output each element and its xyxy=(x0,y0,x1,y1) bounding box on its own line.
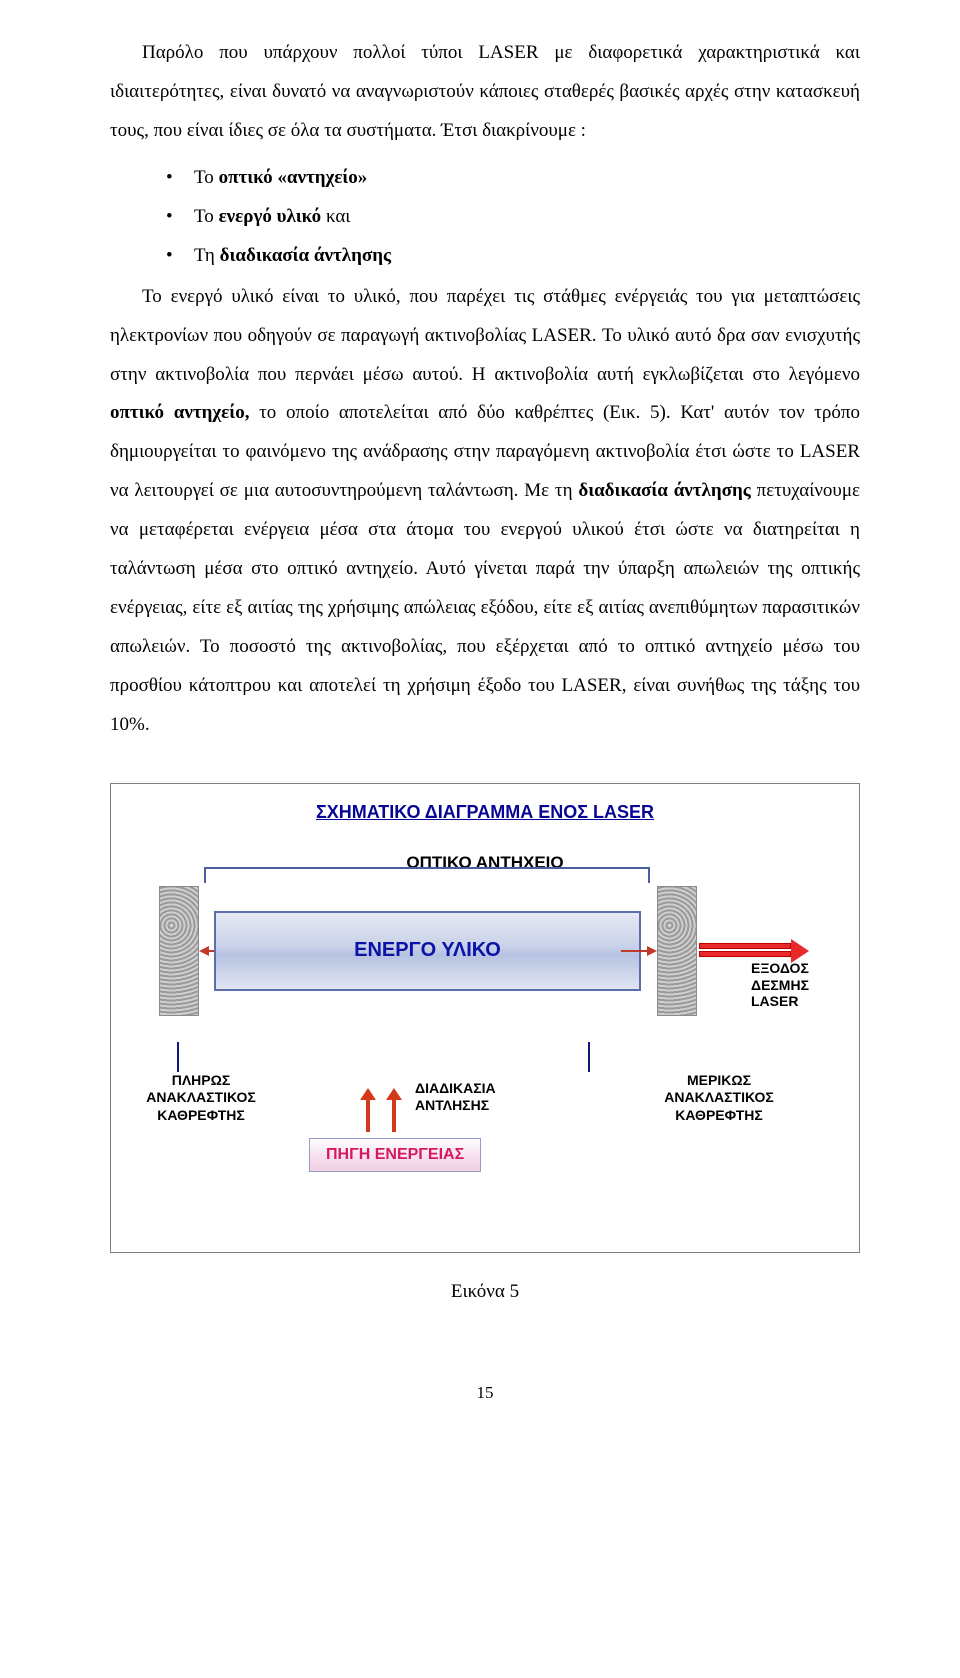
active-medium: ΕΝΕΡΓΟ ΥΛΙΚΟ xyxy=(214,911,641,991)
left-mirror xyxy=(159,886,199,1016)
lm3: ΚΑΘΡΕΦΤΗΣ xyxy=(157,1107,245,1123)
figure-caption: Εικόνα 5 xyxy=(110,1281,860,1303)
out2: ΔΕΣΜΗΣ xyxy=(751,977,809,993)
bullet3-pre: Τη xyxy=(194,245,220,266)
beam-line-1 xyxy=(699,943,791,949)
rm3: ΚΑΘΡΕΦΤΗΣ xyxy=(675,1107,763,1123)
paragraph-body: Το ενεργό υλικό είναι το υλικό, που παρέ… xyxy=(110,278,860,745)
p2d: διαδικασία άντλησης xyxy=(578,480,750,501)
beam-line-2 xyxy=(699,951,791,957)
lm2: ΑΝΑΚΛΑΣΤΙΚΟΣ xyxy=(146,1089,256,1105)
p2b: οπτικό αντηχείο, xyxy=(110,402,249,423)
p2e: πετυχαίνουμε να μεταφέρεται ενέργεια μέσ… xyxy=(110,480,860,735)
bullet2-bold: ενεργό υλικό xyxy=(219,206,322,227)
right-mirror-label: ΜΕΡΙΚΩΣ ΑΝΑΚΛΑΣΤΙΚΟΣ ΚΑΘΡΕΦΤΗΣ xyxy=(655,1072,783,1125)
right-mirror xyxy=(657,886,697,1016)
diagram-title: ΣΧΗΜΑΤΙΚΟ ΔΙΑΓΡΑΜΜΑ ΕΝΟΣ LASER xyxy=(137,802,833,823)
bullet1-bold: οπτικό «αντηχείο» xyxy=(219,167,368,188)
out1: ΕΞΟΔΟΣ xyxy=(751,960,809,976)
bullet-item-3: Τη διαδικασία άντλησης xyxy=(166,237,860,276)
pump-label: ΔΙΑΔΙΚΑΣΙΑ ΑΝΤΛΗΣΗΣ xyxy=(415,1080,496,1115)
output-label: ΕΞΟΔΟΣ ΔΕΣΜΗΣ LASER xyxy=(751,960,835,1010)
pump-arrow-1 xyxy=(363,1088,373,1132)
rm2: ΑΝΑΚΛΑΣΤΙΚΟΣ xyxy=(664,1089,774,1105)
laser-diagram: ΣΧΗΜΑΤΙΚΟ ΔΙΑΓΡΑΜΜΑ ΕΝΟΣ LASER ΟΠΤΙΚΟ ΑΝ… xyxy=(110,783,860,1253)
bullet-item-2: Το ενεργό υλικό και xyxy=(166,198,860,237)
right-mirror-line xyxy=(588,1042,590,1072)
bullet1-pre: Το xyxy=(194,167,219,188)
medium-label: ΕΝΕΡΓΟ ΥΛΙΚΟ xyxy=(354,939,501,962)
pump-arrow-2 xyxy=(389,1088,399,1132)
energy-source-box: ΠΗΓΗ ΕΝΕΡΓΕΙΑΣ xyxy=(309,1138,481,1172)
cavity: ΕΝΕΡΓΟ ΥΛΙΚΟ xyxy=(159,881,805,1021)
pump-arrows xyxy=(363,1088,399,1132)
left-mirror-line xyxy=(177,1042,179,1072)
paragraph-intro: Παρόλο που υπάρχουν πολλοί τύποι LASER μ… xyxy=(110,34,860,151)
page-number: 15 xyxy=(110,1383,860,1403)
left-mirror-label: ΠΛΗΡΩΣ ΑΝΑΚΛΑΣΤΙΚΟΣ ΚΑΘΡΕΦΤΗΣ xyxy=(137,1072,265,1125)
out3: LASER xyxy=(751,993,798,1009)
bullet-item-1: Το οπτικό «αντηχείο» xyxy=(166,159,860,198)
pump1: ΔΙΑΔΙΚΑΣΙΑ xyxy=(415,1080,496,1096)
lm1: ΠΛΗΡΩΣ xyxy=(172,1072,231,1088)
pump2: ΑΝΤΛΗΣΗΣ xyxy=(415,1097,489,1113)
cavity-bracket xyxy=(204,867,650,883)
bullet3-bold: διαδικασία άντλησης xyxy=(220,245,391,266)
bullet-list: Το οπτικό «αντηχείο» Το ενεργό υλικό και… xyxy=(166,159,860,276)
output-beam xyxy=(699,943,809,957)
p2a: Το ενεργό υλικό είναι το υλικό, που παρέ… xyxy=(110,286,860,385)
bullet2-post: και xyxy=(321,206,350,227)
bullet2-pre: Το xyxy=(194,206,219,227)
arrow-right-inner xyxy=(615,948,655,954)
rm1: ΜΕΡΙΚΩΣ xyxy=(687,1072,751,1088)
